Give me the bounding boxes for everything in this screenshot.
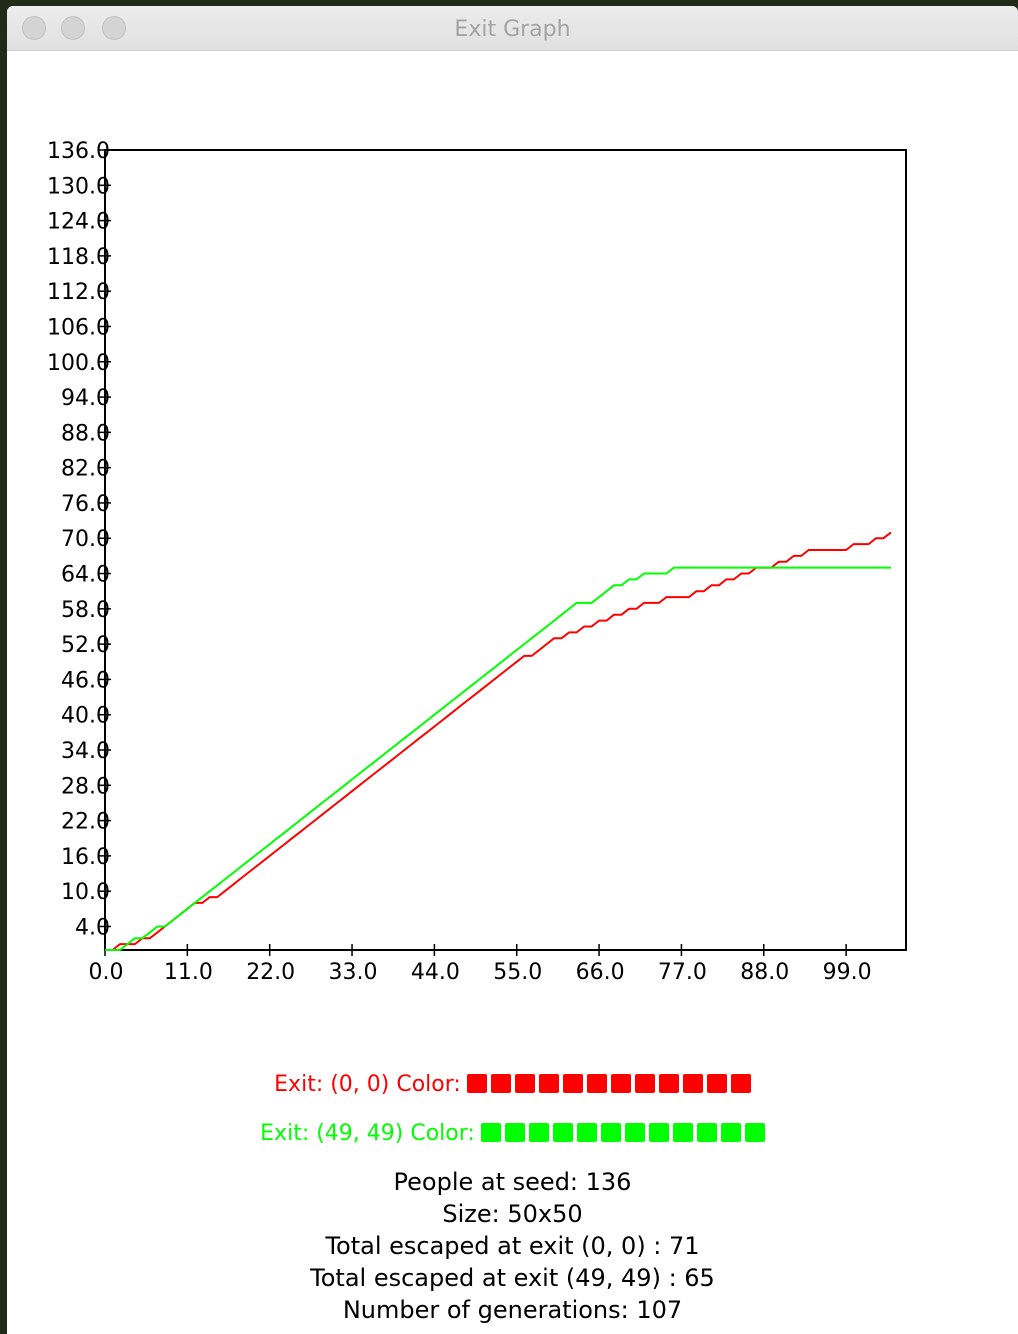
y-tick-label: 88.0 bbox=[61, 421, 110, 446]
x-tick-label: 11.0 bbox=[164, 960, 213, 985]
color-swatch-square bbox=[466, 1074, 487, 1093]
x-tick-label: 44.0 bbox=[411, 960, 460, 985]
y-tick-label: 34.0 bbox=[61, 739, 110, 764]
y-tick-label: 22.0 bbox=[61, 810, 110, 835]
generation-count: Number of generations: 107 bbox=[342, 1296, 683, 1324]
color-swatch-square bbox=[480, 1123, 501, 1142]
y-tick-label: 94.0 bbox=[61, 386, 110, 411]
legend-label: Exit: (49, 49) Color: bbox=[260, 1121, 475, 1146]
color-swatch bbox=[466, 1074, 751, 1093]
close-window-button[interactable] bbox=[22, 16, 46, 40]
y-tick-label: 40.0 bbox=[61, 704, 110, 729]
color-swatch-square bbox=[706, 1074, 727, 1093]
color-swatch-square bbox=[600, 1123, 621, 1142]
y-tick-label: 112.0 bbox=[47, 280, 110, 305]
y-tick-label: 28.0 bbox=[61, 774, 110, 799]
y-tick-label: 124.0 bbox=[47, 210, 110, 235]
y-tick-label: 64.0 bbox=[61, 563, 110, 588]
legend-exit-49-49: Exit: (49, 49) Color: bbox=[7, 1121, 1018, 1146]
title-bar: Exit Graph bbox=[7, 6, 1018, 51]
y-tick-label: 100.0 bbox=[47, 351, 110, 376]
minimize-window-button[interactable] bbox=[61, 16, 85, 40]
x-tick-label: 66.0 bbox=[576, 960, 625, 985]
y-tick-label: 106.0 bbox=[47, 315, 110, 340]
stats-panel: People at seed: 136 Size: 50x50 Total es… bbox=[7, 1166, 1018, 1326]
y-tick-label: 52.0 bbox=[61, 633, 110, 658]
color-swatch-square bbox=[672, 1123, 693, 1142]
color-swatch-square bbox=[744, 1123, 765, 1142]
color-swatch-square bbox=[586, 1074, 607, 1093]
exit-line-chart: 4.0 10.0 16.0 22.0 28.0 34.0 40.0 46.0 52.0 58.0 6… bbox=[47, 139, 907, 985]
y-tick-label: 70.0 bbox=[61, 527, 110, 552]
x-tick-label: 22.0 bbox=[246, 960, 295, 985]
escaped-exit-0-0: Total escaped at exit (0, 0) : 71 bbox=[325, 1232, 700, 1260]
color-swatch-square bbox=[514, 1074, 535, 1093]
color-swatch-square bbox=[730, 1074, 751, 1093]
y-tick-label: 16.0 bbox=[61, 845, 110, 870]
x-tick-label: 0.0 bbox=[89, 960, 124, 985]
color-swatch-square bbox=[490, 1074, 511, 1093]
exit-graph-window: Exit Graph 4.0 10.0 16.0 22.0 28.0 34.0 40.0 46… bbox=[7, 6, 1018, 1334]
color-swatch-square bbox=[504, 1123, 525, 1142]
people-at-seed: People at seed: 136 bbox=[393, 1168, 632, 1196]
x-tick-label: 99.0 bbox=[823, 960, 872, 985]
x-tick-label: 88.0 bbox=[740, 960, 789, 985]
y-tick-label: 136.0 bbox=[47, 139, 110, 164]
y-tick-label: 46.0 bbox=[61, 668, 110, 693]
grid-size: Size: 50x50 bbox=[442, 1200, 583, 1228]
color-swatch-square bbox=[562, 1074, 583, 1093]
y-tick-label: 118.0 bbox=[47, 245, 110, 270]
x-tick-label: 33.0 bbox=[329, 960, 378, 985]
color-swatch-square bbox=[648, 1123, 669, 1142]
color-swatch-square bbox=[682, 1074, 703, 1093]
plot-frame bbox=[104, 149, 907, 951]
color-swatch-square bbox=[624, 1123, 645, 1142]
y-tick-label: 10.0 bbox=[61, 880, 110, 905]
color-swatch-square bbox=[634, 1074, 655, 1093]
color-swatch-square bbox=[576, 1123, 597, 1142]
y-tick-label: 82.0 bbox=[61, 457, 110, 482]
zoom-window-button[interactable] bbox=[102, 16, 126, 40]
series-line-exit-0-0 bbox=[105, 531, 892, 951]
y-tick-label: 58.0 bbox=[61, 598, 110, 623]
y-tick-label: 76.0 bbox=[61, 492, 110, 517]
color-swatch-square bbox=[528, 1123, 549, 1142]
y-tick-label: 4.0 bbox=[75, 915, 110, 940]
window-title: Exit Graph bbox=[454, 17, 571, 42]
color-swatch-square bbox=[538, 1074, 559, 1093]
y-tick-label: 130.0 bbox=[47, 174, 110, 199]
color-swatch-square bbox=[610, 1074, 631, 1093]
escaped-exit-49-49: Total escaped at exit (49, 49) : 65 bbox=[310, 1264, 715, 1292]
series-line-exit-49-49 bbox=[105, 566, 891, 951]
color-swatch bbox=[480, 1123, 765, 1142]
color-swatch-square bbox=[658, 1074, 679, 1093]
x-tick-label: 77.0 bbox=[658, 960, 707, 985]
legend-exit-0-0: Exit: (0, 0) Color: bbox=[7, 1072, 1018, 1097]
color-swatch-square bbox=[720, 1123, 741, 1142]
color-swatch-square bbox=[696, 1123, 717, 1142]
x-tick-label: 55.0 bbox=[493, 960, 542, 985]
legend-label: Exit: (0, 0) Color: bbox=[274, 1072, 461, 1097]
color-swatch-square bbox=[552, 1123, 573, 1142]
